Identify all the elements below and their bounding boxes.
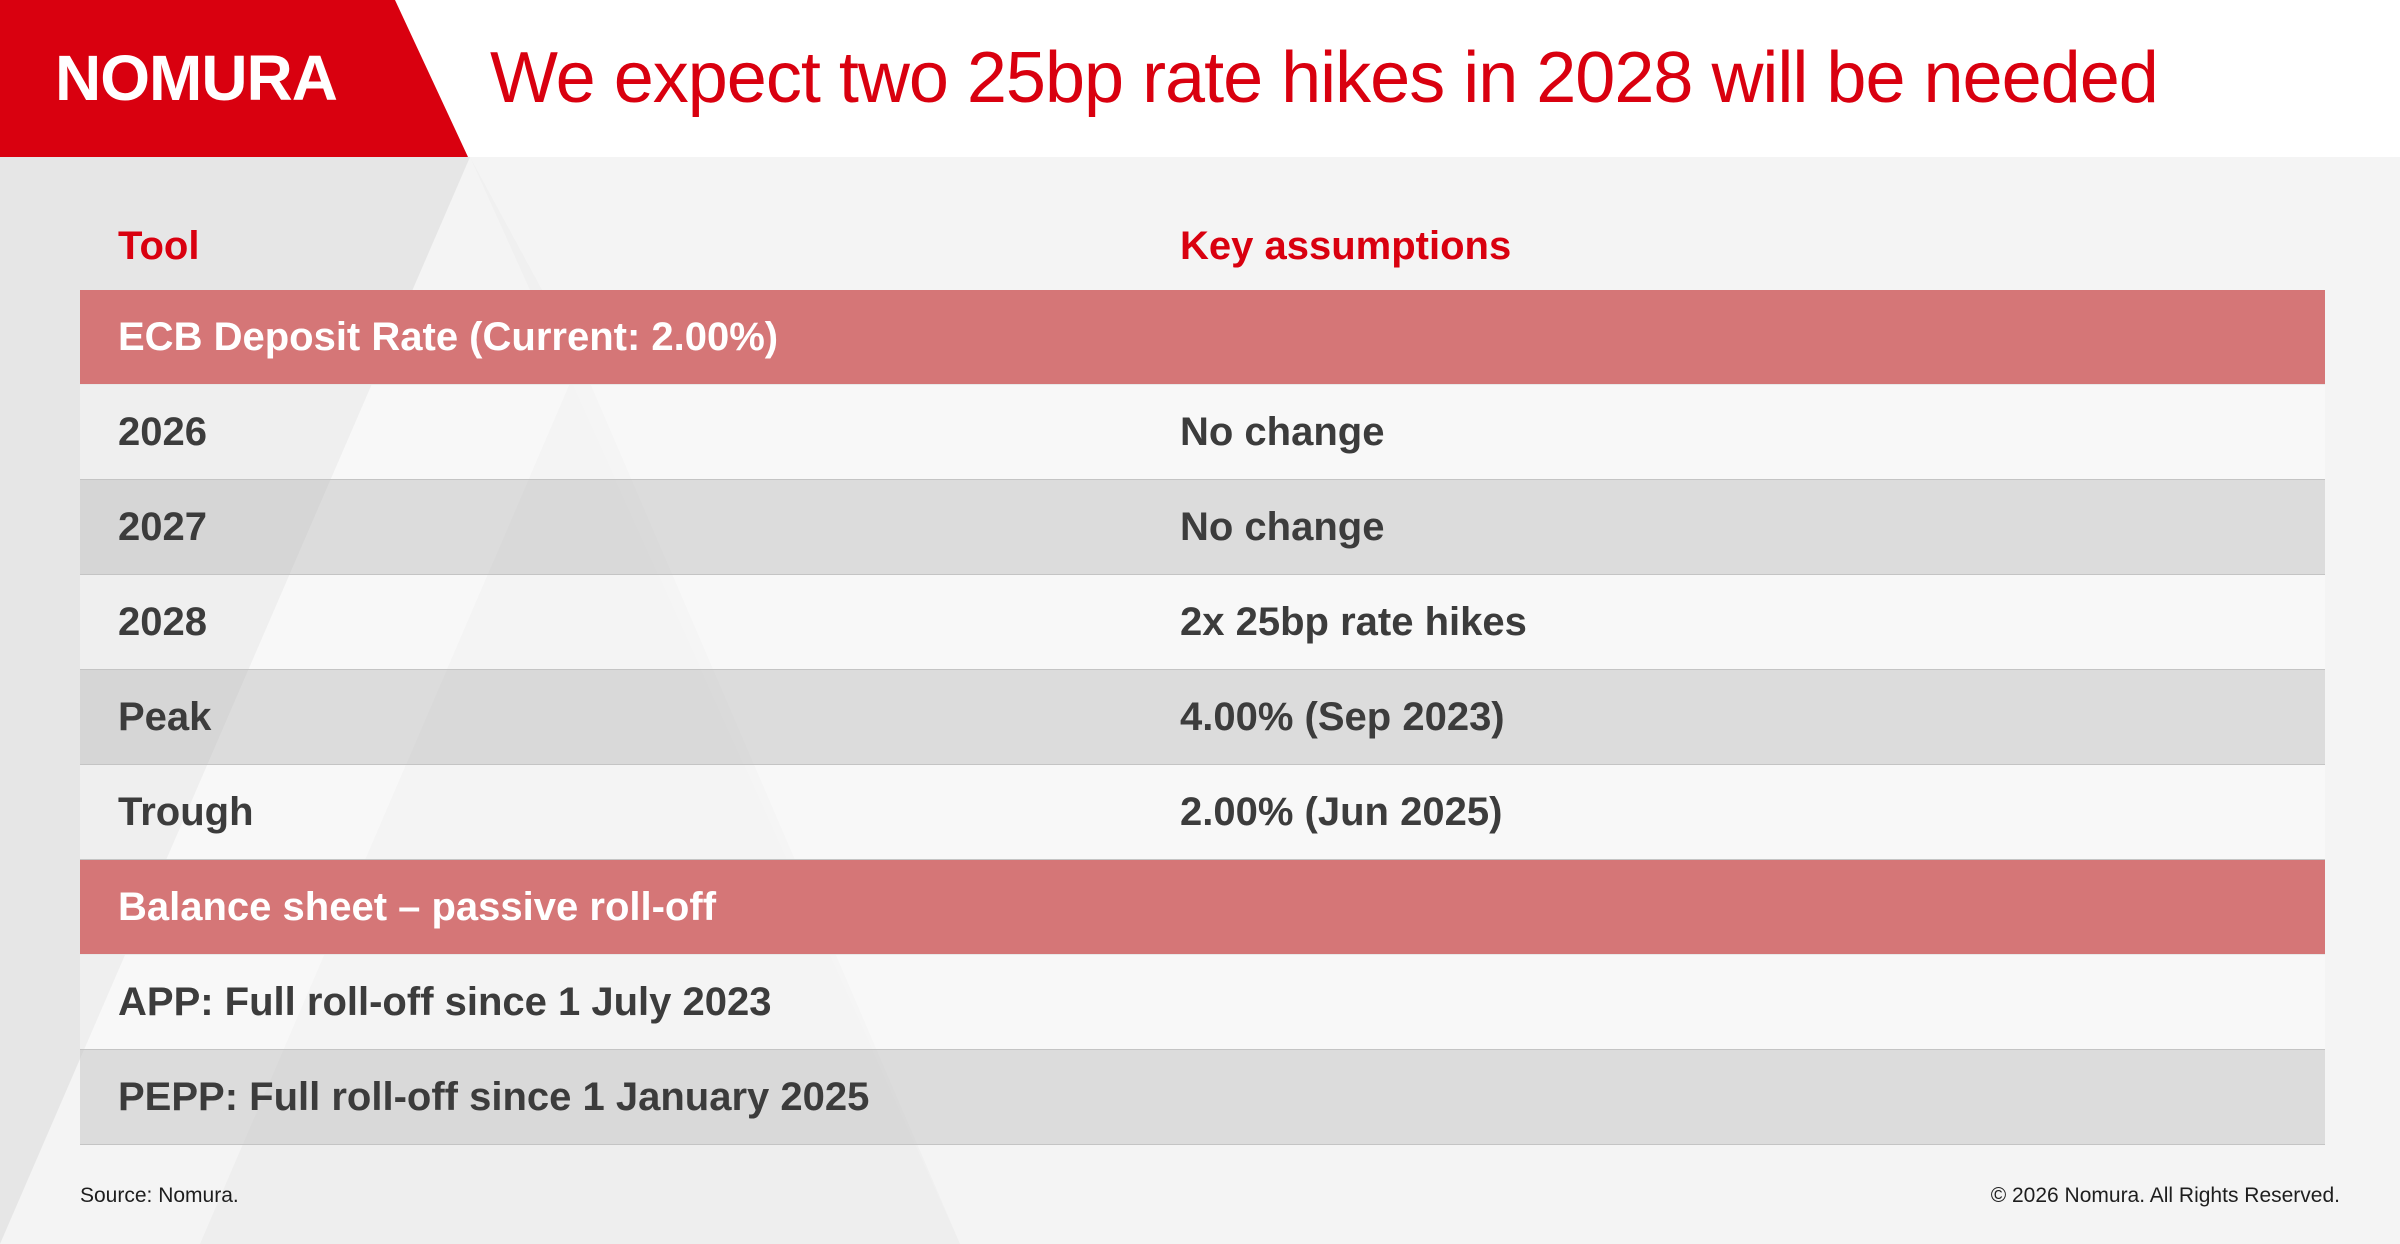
header-bar: NOMURA We expect two 25bp rate hikes in … bbox=[0, 0, 2400, 157]
assumption-cell: No change bbox=[1180, 410, 1385, 454]
assumption-cell: No change bbox=[1180, 505, 1385, 549]
assumptions-table: ECB Deposit Rate (Current: 2.00%) 2026 N… bbox=[80, 290, 2325, 1145]
tool-cell: 2027 bbox=[118, 505, 207, 549]
copyright-note: © 2026 Nomura. All Rights Reserved. bbox=[1990, 1184, 2340, 1207]
tool-cell: Trough bbox=[118, 790, 254, 834]
column-header-key-assumptions: Key assumptions bbox=[1180, 224, 1512, 268]
table-row: 2027 No change bbox=[80, 480, 2325, 575]
column-header-tool: Tool bbox=[118, 224, 200, 268]
page-title: We expect two 25bp rate hikes in 2028 wi… bbox=[490, 38, 2159, 118]
table-row: Trough 2.00% (Jun 2025) bbox=[80, 765, 2325, 860]
table-row: Peak 4.00% (Sep 2023) bbox=[80, 670, 2325, 765]
table-row: APP: Full roll-off since 1 July 2023 bbox=[80, 955, 2325, 1050]
section-row-ecb-deposit-rate: ECB Deposit Rate (Current: 2.00%) bbox=[80, 290, 2325, 385]
table-row: 2026 No change bbox=[80, 385, 2325, 480]
tool-cell: 2028 bbox=[118, 600, 207, 644]
nomura-logo: NOMURA bbox=[55, 42, 338, 114]
tool-cell: PEPP: Full roll-off since 1 January 2025 bbox=[118, 1075, 870, 1119]
section-title: ECB Deposit Rate (Current: 2.00%) bbox=[118, 315, 779, 359]
section-title: Balance sheet – passive roll-off bbox=[118, 885, 717, 929]
background-triangle-center bbox=[200, 360, 960, 1244]
source-note: Source: Nomura. bbox=[80, 1184, 239, 1207]
assumption-cell: 2.00% (Jun 2025) bbox=[1180, 790, 1503, 834]
table-row: 2028 2x 25bp rate hikes bbox=[80, 575, 2325, 670]
tool-cell: 2026 bbox=[118, 410, 207, 454]
tool-cell: Peak bbox=[118, 695, 212, 739]
table-row: PEPP: Full roll-off since 1 January 2025 bbox=[80, 1050, 2325, 1145]
assumption-cell: 2x 25bp rate hikes bbox=[1180, 600, 1527, 644]
assumption-cell: 4.00% (Sep 2023) bbox=[1180, 695, 1505, 739]
brand-red-banner bbox=[0, 0, 468, 157]
tool-cell: APP: Full roll-off since 1 July 2023 bbox=[118, 980, 772, 1024]
section-row-balance-sheet: Balance sheet – passive roll-off bbox=[80, 860, 2325, 955]
